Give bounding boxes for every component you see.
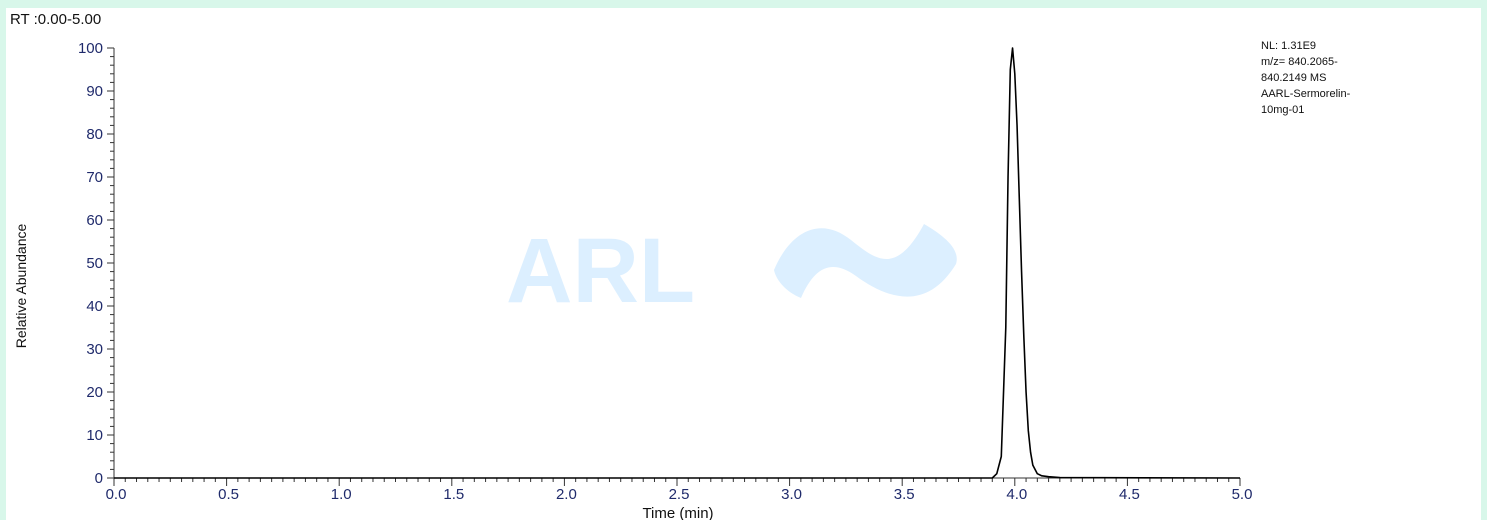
x-tick-label: 1.0: [331, 486, 352, 503]
y-axis-label: Relative Abundance: [13, 224, 29, 349]
info-line-5: 10mg-01: [1261, 104, 1304, 116]
x-tick-label: 0.0: [106, 486, 127, 503]
x-tick-label: 5.0: [1232, 486, 1253, 503]
series-line: [114, 47, 1241, 479]
y-tick-label: 20: [86, 384, 103, 401]
x-tick-label: 3.5: [894, 486, 915, 503]
info-line-1: NL: 1.31E9: [1261, 40, 1316, 52]
x-tick-label: 4.0: [1006, 486, 1027, 503]
y-tick-label: 80: [86, 126, 103, 143]
chromatogram-chart: ARL RT :0.00-5.00 Relative Abundance Tim…: [10, 11, 1351, 520]
y-tick-label: 50: [86, 255, 103, 272]
info-line-3: 840.2149 MS: [1261, 72, 1326, 84]
x-tick-label: 0.5: [218, 486, 239, 503]
y-tick-label: 0: [95, 470, 103, 487]
y-tick-label: 10: [86, 427, 103, 444]
watermark-wave-icon: [774, 224, 957, 298]
watermark: ARL: [506, 220, 957, 322]
y-tick-label: 40: [86, 298, 103, 315]
x-tick-label: 1.5: [443, 486, 464, 503]
x-tick-label: 4.5: [1119, 486, 1140, 503]
y-tick-label: 60: [86, 212, 103, 229]
y-ticks: 0 10 20 30 40 50 60 70 80 90 100: [78, 40, 114, 487]
y-tick-label: 30: [86, 341, 103, 358]
chromatogram-panel: ARL RT :0.00-5.00 Relative Abundance Tim…: [6, 8, 1481, 520]
y-tick-label: 100: [78, 40, 103, 57]
x-tick-label: 2.5: [669, 486, 690, 503]
y-tick-label: 70: [86, 169, 103, 186]
y-tick-label: 90: [86, 83, 103, 100]
x-tick-label: 3.0: [781, 486, 802, 503]
x-axis-label: Time (min): [642, 505, 713, 520]
x-ticks: 0.0 0.5 1.0 1.5 2.0 2.5 3.0 3.5 4.0 4.5 5.0: [106, 478, 1253, 503]
rt-range-label: RT :0.00-5.00: [10, 11, 101, 28]
info-line-2: m/z= 840.2065-: [1261, 56, 1338, 68]
x-tick-label: 2.0: [556, 486, 577, 503]
watermark-text: ARL: [506, 220, 695, 322]
info-line-4: AARL-Sermorelin-: [1261, 88, 1351, 100]
